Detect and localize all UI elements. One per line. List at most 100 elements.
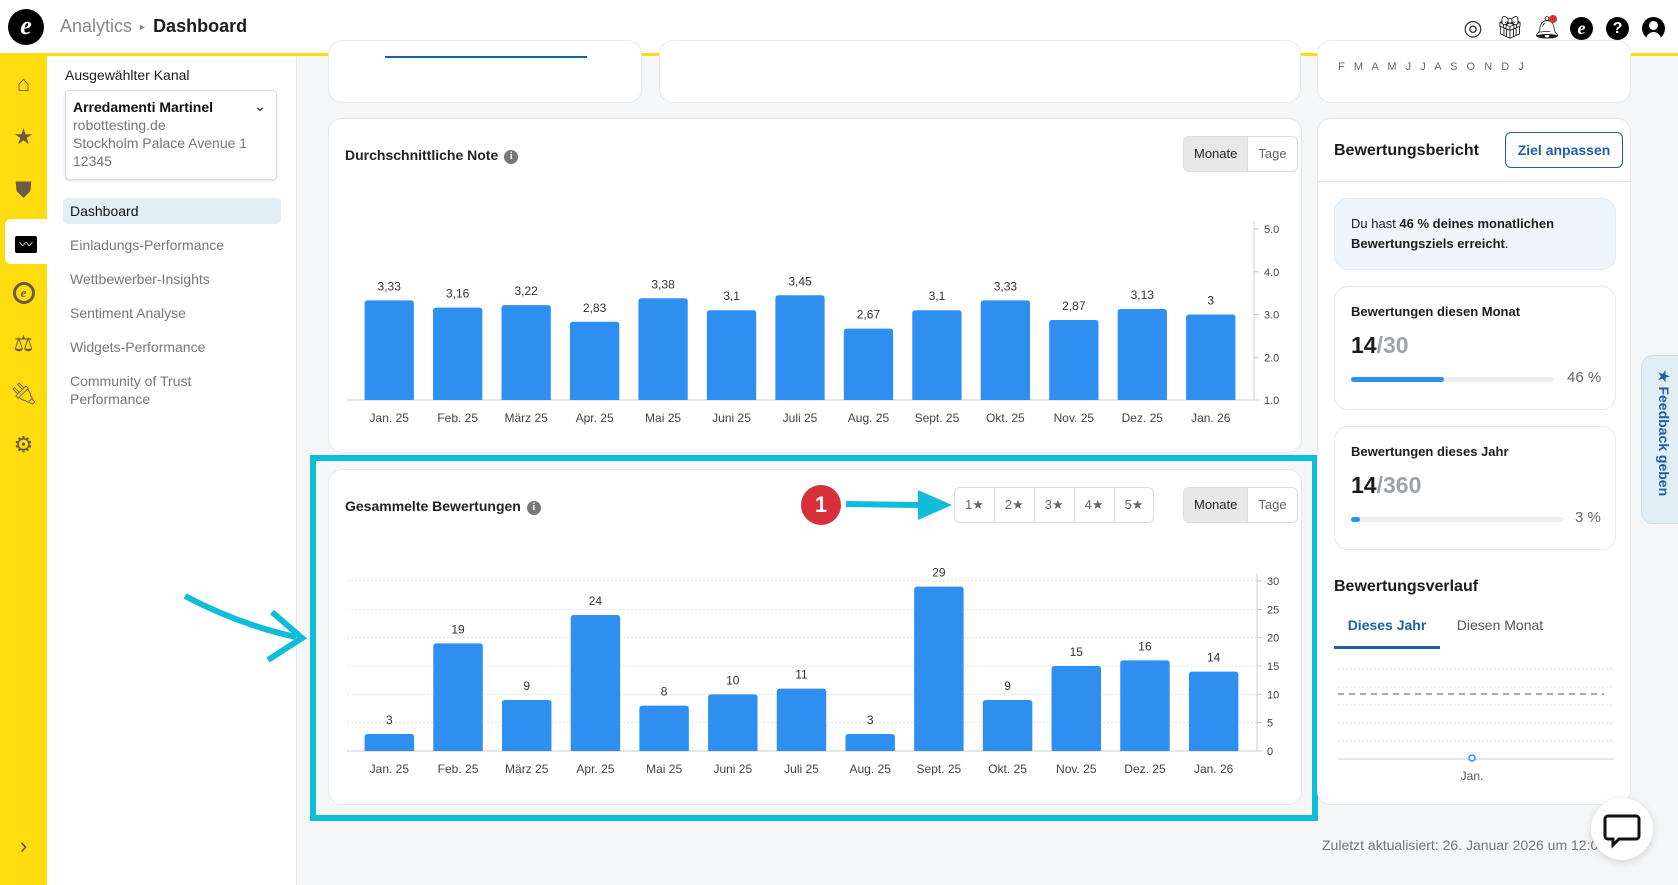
bar <box>982 700 1033 751</box>
nav-item-wettbewerber-insights[interactable]: Wettbewerber-Insights <box>70 271 210 287</box>
bar <box>364 300 414 400</box>
etrusted-icon[interactable]: e <box>0 272 47 312</box>
channel-zip: 12345 <box>73 153 112 169</box>
feedback-tab[interactable]: ★ Feedback geben <box>1641 355 1678 524</box>
history-title: Bewertungsverlauf <box>1334 578 1479 595</box>
history-x-label: Jan. <box>1461 769 1484 783</box>
x-tick-label: Jan. 25 <box>370 411 410 425</box>
bar-value-label: 8 <box>661 685 668 699</box>
bar <box>912 310 962 400</box>
etrusted-icon[interactable]: e <box>1570 17 1593 40</box>
toggle-tage[interactable]: Tage <box>1247 137 1296 171</box>
bar <box>570 615 621 751</box>
x-tick-label: Sept. 25 <box>915 411 960 425</box>
gear-icon[interactable]: ⚙ <box>13 432 34 457</box>
filter-5-star[interactable]: 5★ <box>1113 488 1154 522</box>
chat-button[interactable] <box>1591 798 1653 860</box>
home-icon[interactable]: ⌂ <box>16 71 31 96</box>
divider <box>1318 181 1630 182</box>
analytics-icon[interactable]: 〰 <box>5 219 47 264</box>
bar-value-label: 3,1 <box>929 289 946 303</box>
toggle-monate[interactable]: Monate <box>1184 137 1248 171</box>
bar-value-label: 16 <box>1138 639 1152 653</box>
bar-value-label: 3,38 <box>651 277 675 291</box>
bar <box>364 734 415 751</box>
notification-dot <box>1549 15 1557 23</box>
tab-diesen-monat[interactable]: Diesen Monat <box>1456 617 1544 633</box>
x-tick-label: Aug. 25 <box>850 762 892 776</box>
nav-item-community-of-trust[interactable]: Community of Trust Performance <box>70 373 192 407</box>
toggle-tage[interactable]: Tage <box>1247 488 1296 522</box>
plug-icon[interactable]: 🔌︎ <box>9 381 38 406</box>
account-icon[interactable] <box>1642 17 1665 40</box>
bar <box>1188 671 1239 751</box>
nav-item-einladungs-performance[interactable]: Einladungs-Performance <box>70 237 225 253</box>
filter-3-star[interactable]: 3★ <box>1033 488 1074 522</box>
x-tick-label: Feb. 25 <box>438 762 479 776</box>
feedback-label: ★ Feedback geben <box>1656 370 1672 497</box>
fingerprint-icon[interactable]: ◎ <box>1463 15 1483 40</box>
bar-value-label: 3 <box>386 713 393 727</box>
bar-value-label: 2,67 <box>857 308 881 322</box>
filter-4-star[interactable]: 4★ <box>1073 488 1114 522</box>
nav-item-sentiment-analyse[interactable]: Sentiment Analyse <box>70 305 186 321</box>
bar-value-label: 2,87 <box>1062 299 1086 313</box>
scales-icon[interactable]: ⚖ <box>13 331 34 356</box>
gift-icon[interactable]: 🎁︎ <box>1496 15 1524 40</box>
bar-value-label: 3 <box>1207 294 1214 308</box>
breadcrumb-dashboard: Dashboard <box>153 16 248 36</box>
y-tick-label: 15 <box>1267 661 1279 673</box>
x-tick-label: Juni 25 <box>713 762 752 776</box>
channel-select[interactable]: Arredamenti Martinel robottesting.de Sto… <box>65 90 277 180</box>
month-initials: F M A M J J A S O N D J <box>1338 61 1525 73</box>
bar <box>1120 660 1170 751</box>
x-tick-label: Aug. 25 <box>848 411 890 425</box>
bar <box>776 688 827 751</box>
bell-icon[interactable]: 🔔︎ <box>1533 15 1561 40</box>
x-tick-label: Dez. 25 <box>1122 411 1164 425</box>
y-tick-label: 4.0 <box>1264 267 1279 279</box>
x-tick-label: Dez. 25 <box>1124 762 1166 776</box>
x-tick-label: Apr. 25 <box>576 411 614 425</box>
bar <box>638 298 688 400</box>
bar-value-label: 29 <box>932 566 946 580</box>
channel-name: Arredamenti Martinel <box>73 99 214 115</box>
bar <box>1186 314 1236 400</box>
shield-check-icon[interactable]: ⛊ <box>15 177 32 202</box>
y-tick-label: 20 <box>1267 633 1279 645</box>
bar <box>775 295 825 400</box>
info-icon[interactable]: i <box>526 501 541 515</box>
nav-item-widgets-performance[interactable]: Widgets-Performance <box>70 339 206 355</box>
tab-dieses-jahr[interactable]: Dieses Jahr <box>1334 608 1440 649</box>
x-tick-label: Sept. 25 <box>917 762 962 776</box>
breadcrumb-separator-icon: ▸ <box>140 21 146 33</box>
info-icon[interactable]: i <box>504 150 519 164</box>
top-card-2 <box>659 40 1301 103</box>
bar-value-label: 3,33 <box>378 279 402 293</box>
bar <box>502 700 552 751</box>
x-tick-label: Juli 25 <box>784 762 819 776</box>
breadcrumb-analytics[interactable]: Analytics <box>60 16 133 36</box>
adjust-goal-button[interactable]: Ziel anpassen <box>1505 132 1623 168</box>
toggle-monate[interactable]: Monate <box>1184 488 1248 522</box>
y-tick-label: 1.0 <box>1264 395 1279 407</box>
x-tick-label: Jan. 26 <box>1194 762 1234 776</box>
star-icon[interactable]: ★ <box>13 124 34 149</box>
nav-item-dashboard[interactable]: Dashboard <box>63 198 281 224</box>
history-chart: Jan. <box>1338 668 1614 783</box>
help-icon[interactable]: ? <box>1606 17 1629 40</box>
filter-2-star[interactable]: 2★ <box>993 488 1034 522</box>
etrusted-logo[interactable]: e <box>8 9 44 45</box>
x-tick-label: März 25 <box>505 762 549 776</box>
x-tick-label: Jan. 26 <box>1191 411 1231 425</box>
star-filter: 1★ 2★ 3★ 4★ 5★ <box>954 487 1155 523</box>
x-tick-label: Apr. 25 <box>576 762 614 776</box>
y-tick-label: 30 <box>1267 576 1279 588</box>
bar-value-label: 9 <box>523 679 530 693</box>
filter-1-star[interactable]: 1★ <box>965 497 984 512</box>
bar-value-label: 19 <box>451 622 465 636</box>
last-updated: Zuletzt aktualisiert: 26. Januar 2026 um… <box>1322 837 1599 853</box>
bar-value-label: 3,45 <box>788 274 812 288</box>
review-report-card: Bewertungsbericht Ziel anpassen Du hast … <box>1317 118 1631 805</box>
chevron-right-icon[interactable]: › <box>19 833 28 858</box>
